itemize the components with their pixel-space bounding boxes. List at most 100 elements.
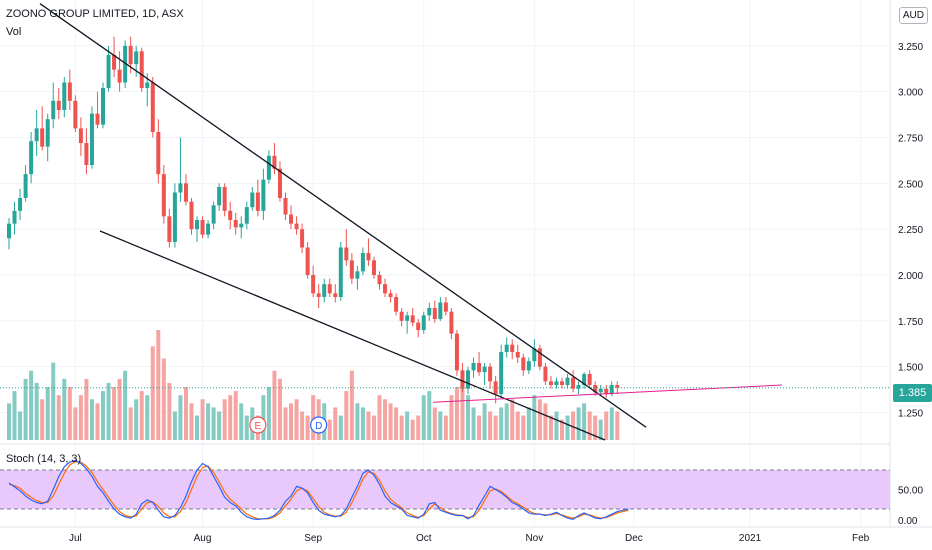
candle: [488, 363, 493, 389]
volume-bar: [526, 407, 531, 440]
candle: [576, 381, 581, 395]
candle-body: [277, 168, 282, 198]
candle-body: [609, 385, 614, 395]
candle: [377, 271, 382, 290]
marker-circle: [310, 416, 328, 434]
candle: [454, 330, 459, 376]
candle-body: [62, 82, 67, 110]
candle-body: [211, 205, 216, 224]
currency-button[interactable]: AUD: [898, 7, 928, 24]
candle: [56, 88, 61, 120]
candle-body: [200, 220, 205, 235]
candle-body: [294, 223, 299, 230]
volume-bar: [532, 395, 537, 440]
volume-bar: [443, 415, 448, 440]
candle-body: [51, 100, 56, 120]
volume-bar: [360, 407, 365, 440]
candle: [283, 192, 288, 220]
candle-body: [460, 370, 465, 389]
candle: [465, 366, 470, 395]
volume-bar: [228, 395, 233, 440]
volume-bar: [277, 378, 282, 440]
candle: [427, 302, 432, 321]
volume-bar: [18, 411, 23, 440]
candle-body: [338, 247, 343, 297]
stoch-band: [0, 470, 890, 509]
earnings-marker[interactable]: E: [249, 416, 267, 434]
volume-bar: [183, 387, 188, 440]
volume-bar: [333, 407, 338, 440]
candle: [548, 375, 553, 389]
volume-bar: [67, 387, 72, 440]
candle: [510, 339, 515, 360]
candle-body: [289, 214, 294, 224]
x-tick-label: Feb: [852, 533, 870, 544]
upper-trendline: [39, 3, 647, 428]
candle-body: [383, 284, 388, 294]
candle: [482, 363, 487, 385]
candle: [78, 117, 83, 156]
volume-bar: [366, 411, 371, 440]
volume-bar: [477, 415, 482, 440]
candle-body: [78, 128, 83, 143]
candle: [554, 377, 559, 389]
candle: [289, 205, 294, 230]
candle: [294, 216, 299, 235]
candle: [183, 174, 188, 206]
candle-body: [499, 352, 504, 395]
volume-bar: [34, 382, 39, 440]
candle-body: [532, 348, 537, 362]
dividend-marker[interactable]: D: [310, 416, 328, 434]
candle-body: [106, 55, 111, 88]
candle: [150, 77, 155, 138]
candle: [101, 82, 106, 129]
candle: [477, 352, 482, 376]
volume-bar: [593, 415, 598, 440]
candle-body: [23, 174, 28, 198]
stoch-tick-label: 0.00: [898, 516, 918, 527]
candle-body: [250, 192, 255, 208]
volume-bar: [454, 387, 459, 440]
candle: [333, 284, 338, 303]
candle-body: [510, 344, 515, 352]
candle-body: [29, 141, 34, 175]
candle-body: [34, 128, 39, 142]
y-tick-label: 2.000: [898, 271, 923, 282]
y-tick-label: 1.500: [898, 363, 923, 374]
candle-body: [432, 308, 437, 319]
volume-bar: [565, 415, 570, 440]
candle: [587, 370, 592, 389]
volume-bar: [134, 399, 139, 440]
y-tick-label: 1.250: [898, 409, 923, 420]
volume-bar: [410, 419, 415, 440]
candle-body: [355, 271, 360, 279]
volume-bar: [189, 403, 194, 440]
candle: [394, 293, 399, 316]
candle-body: [178, 183, 183, 193]
x-tick-label: Oct: [416, 533, 432, 544]
candle: [515, 344, 520, 363]
candle-body: [156, 132, 161, 175]
candle-body: [377, 275, 382, 285]
volume-bar: [29, 370, 34, 440]
candle-body: [526, 361, 531, 371]
candle-body: [139, 51, 144, 88]
candle-body: [598, 388, 603, 393]
stoch-k-line: [8, 459, 629, 521]
candle-body: [172, 192, 177, 242]
candle: [84, 128, 89, 175]
candle-body: [560, 381, 564, 385]
y-tick-label: 2.250: [898, 225, 923, 236]
volume-bar: [537, 399, 542, 440]
volume-bar: [84, 378, 89, 440]
candle-body: [206, 223, 211, 235]
candle: [62, 77, 67, 118]
candle: [222, 183, 227, 217]
volume-bar: [51, 362, 56, 440]
volume-bar: [465, 395, 470, 440]
candle: [272, 143, 277, 175]
stoch-panel: [0, 459, 890, 521]
candle-body: [537, 348, 542, 367]
